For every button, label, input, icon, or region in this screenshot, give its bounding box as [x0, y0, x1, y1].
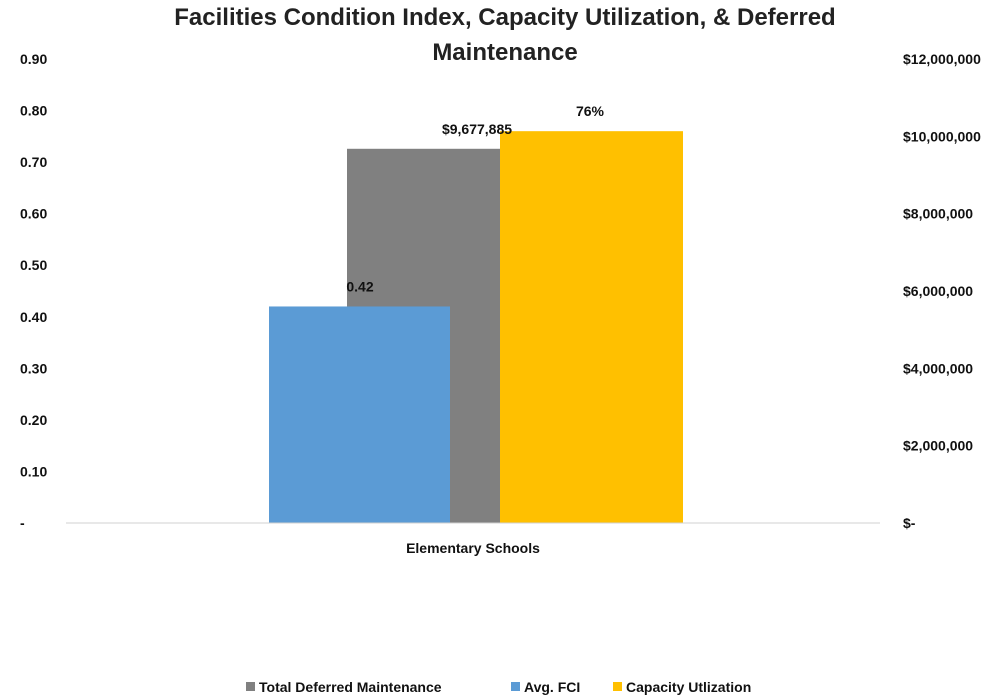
data-label: $9,677,885 — [442, 121, 512, 137]
legend-label: Total Deferred Maintenance — [259, 679, 442, 695]
legend-swatch — [511, 682, 520, 691]
left-y-tick-label: 0.30 — [20, 360, 47, 376]
right-y-tick-label: $2,000,000 — [903, 438, 973, 454]
right-y-tick-label: $6,000,000 — [903, 283, 973, 299]
left-y-tick-label: - — [20, 515, 25, 531]
left-y-tick-label: 0.80 — [20, 103, 47, 119]
legend-swatch — [246, 682, 255, 691]
left-y-tick-label: 0.70 — [20, 154, 47, 170]
plot-area — [269, 131, 683, 523]
right-y-tick-label: $12,000,000 — [903, 51, 981, 67]
right-y-axis: $- $2,000,000 $4,000,000 $6,000,000 $8,000,0… — [903, 51, 981, 531]
left-y-tick-label: 0.40 — [20, 309, 47, 325]
right-y-tick-label: $4,000,000 — [903, 360, 973, 376]
left-y-axis: - 0.10 0.20 0.30 0.40 0.50 0.60 0.70 0.80 0.90 — [20, 51, 47, 531]
legend-label: Capacity Utlization — [626, 679, 751, 695]
data-label: 0.42 — [346, 278, 373, 294]
left-y-tick-label: 0.50 — [20, 257, 47, 273]
right-y-tick-label: $10,000,000 — [903, 128, 981, 144]
left-y-tick-label: 0.90 — [20, 51, 47, 67]
x-tick-label: Elementary Schools — [406, 540, 540, 556]
left-y-tick-label: 0.60 — [20, 206, 47, 222]
chart-title-line-2: Maintenance — [432, 39, 577, 66]
data-labels: $9,677,885 0.42 76% — [346, 103, 604, 294]
bar-avg-fci — [269, 306, 450, 523]
legend-label: Avg. FCI — [524, 679, 580, 695]
data-label: 76% — [576, 103, 605, 119]
left-y-tick-label: 0.20 — [20, 412, 47, 428]
legend: Total Deferred Maintenance Avg. FCI Capaci… — [246, 679, 751, 695]
bar-capacity-utlization — [500, 131, 683, 523]
right-y-tick-label: $8,000,000 — [903, 206, 973, 222]
right-y-tick-label: $- — [903, 515, 916, 531]
left-y-tick-label: 0.10 — [20, 463, 47, 479]
legend-swatch — [613, 682, 622, 691]
chart-title-line-1: Facilities Condition Index, Capacity Uti… — [174, 4, 835, 31]
